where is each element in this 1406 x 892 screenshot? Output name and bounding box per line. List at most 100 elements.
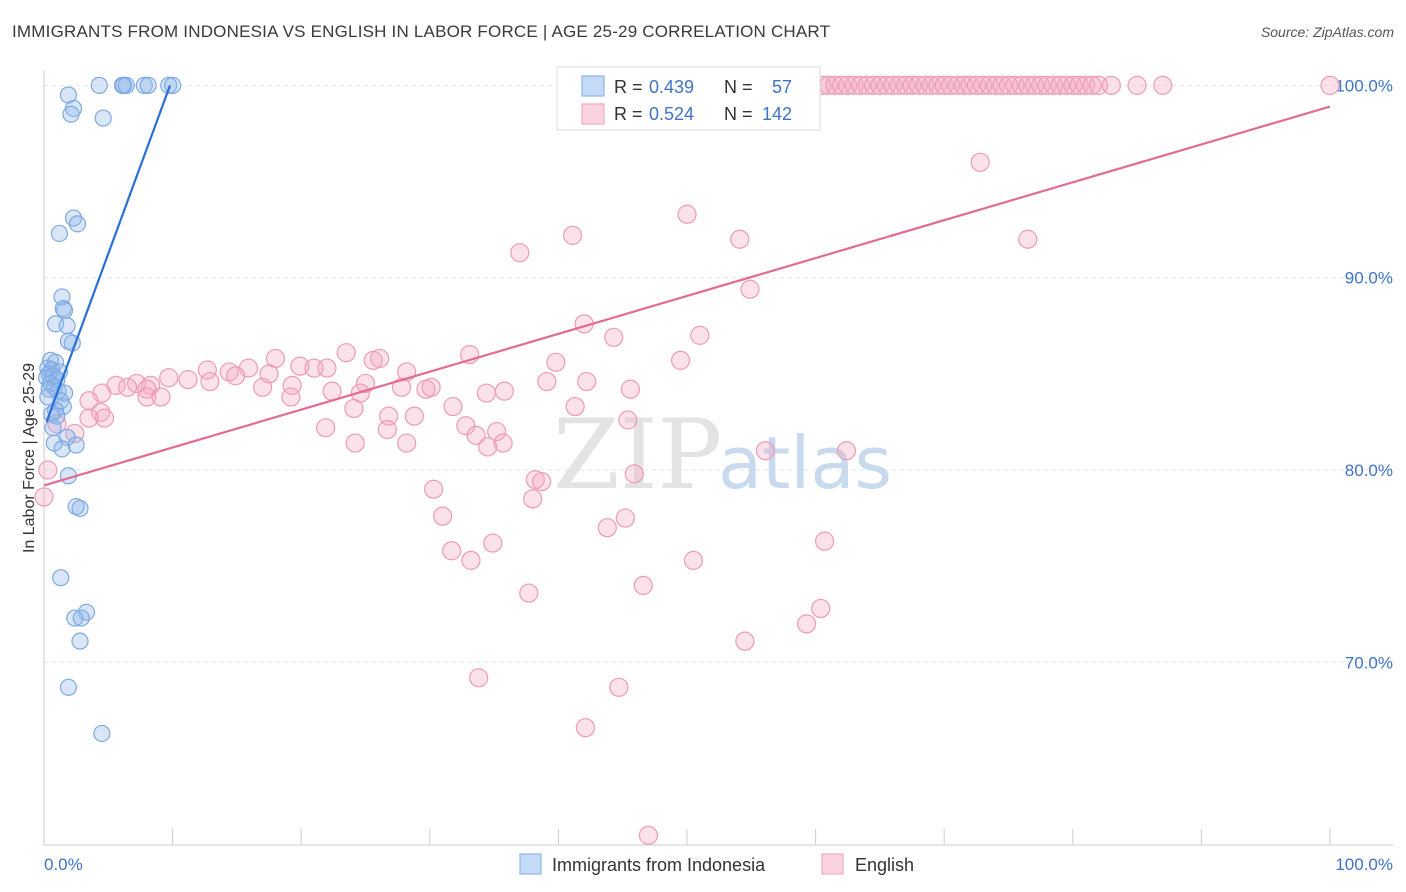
point-english-134 [442, 541, 462, 561]
point-english-48 [970, 152, 990, 172]
point-english-114 [487, 421, 507, 442]
point-english-74 [159, 368, 179, 388]
point-english-72 [226, 366, 246, 386]
point-indonesia-13 [68, 215, 87, 233]
point-english-131 [597, 518, 617, 538]
watermark-atlas: atlas [718, 421, 892, 505]
point-english-127 [34, 487, 54, 507]
legend-r-value-1: 0.439 [649, 77, 694, 97]
point-english-88 [253, 377, 273, 397]
legend-n-label-1: N = [724, 77, 753, 97]
point-english-53 [510, 243, 530, 263]
point-indonesia-49 [71, 499, 89, 518]
point-indonesia-55 [59, 678, 78, 696]
point-english-85 [537, 371, 557, 392]
stats-legend: R = 0.439 N = 57 R = 0.524 N = 142 [556, 66, 821, 131]
y-tick-label-70: 70.0% [1345, 653, 1393, 672]
point-english-141 [735, 631, 755, 651]
point-indonesia-56 [93, 724, 111, 743]
point-english-96 [137, 387, 157, 407]
point-indonesia-53 [72, 609, 90, 627]
point-english-125 [532, 471, 552, 492]
point-english-57 [690, 325, 710, 345]
x-tick-label-max: 100.0% [1335, 855, 1393, 874]
point-english-145 [638, 825, 659, 845]
point-english-116 [397, 433, 417, 453]
point-english-108 [618, 410, 638, 430]
series-legend: Immigrants from Indonesia English [519, 853, 914, 875]
point-english-47 [1320, 75, 1340, 95]
series-legend-label-english: English [855, 855, 914, 875]
point-english-86 [577, 371, 597, 392]
point-english-118 [345, 433, 365, 453]
point-english-56 [604, 327, 624, 347]
data-points [34, 75, 1340, 845]
point-english-82 [355, 373, 376, 394]
point-english-68 [317, 358, 337, 378]
point-indonesia-14 [50, 224, 69, 243]
series-legend-swatch-english [821, 853, 844, 875]
point-english-100 [443, 396, 463, 417]
point-english-104 [94, 408, 115, 428]
legend-r-label-1: R = [614, 77, 643, 97]
point-english-105 [79, 408, 99, 428]
legend-n-label-2: N = [724, 104, 753, 124]
point-english-111 [316, 418, 336, 438]
trend-lines [43, 85, 1331, 487]
point-english-54 [740, 279, 760, 299]
point-english-89 [322, 381, 342, 401]
point-english-142 [469, 668, 489, 688]
point-indonesia-4 [135, 76, 153, 94]
point-english-133 [815, 531, 835, 551]
point-english-128 [523, 489, 543, 509]
legend-r-label-2: R = [614, 104, 643, 124]
point-english-98 [281, 387, 301, 407]
point-english-52 [1018, 229, 1038, 249]
x-tick-label-min: 0.0% [44, 855, 83, 874]
point-english-93 [494, 381, 514, 401]
point-english-101 [344, 398, 364, 419]
point-english-123 [624, 464, 644, 484]
point-english-129 [433, 506, 453, 526]
point-english-122 [38, 460, 58, 480]
point-indonesia-0 [90, 76, 108, 94]
point-english-94 [620, 379, 641, 399]
point-english-51 [730, 229, 750, 249]
point-english-120 [755, 441, 776, 461]
trend-line-english [43, 105, 1331, 487]
legend-swatch-pink [581, 103, 605, 125]
point-english-144 [575, 718, 596, 738]
point-indonesia-46 [53, 440, 71, 458]
legend-swatch-blue [581, 75, 605, 97]
chart-title: IMMIGRANTS FROM INDONESIA VS ENGLISH IN … [12, 22, 831, 41]
point-indonesia-10 [62, 105, 80, 123]
point-english-83 [391, 377, 412, 397]
y-tick-label-80: 80.0% [1345, 461, 1393, 480]
point-english-79 [117, 377, 138, 397]
source-label: Source: ZipAtlas.com [1260, 24, 1394, 40]
point-english-69 [197, 360, 217, 380]
point-english-115 [466, 425, 486, 445]
trend-line-indonesia [45, 85, 172, 423]
point-english-126 [424, 479, 444, 499]
point-english-99 [79, 391, 99, 411]
point-english-46 [1153, 75, 1173, 95]
point-english-135 [461, 550, 481, 570]
x-axis-ticks [172, 829, 1331, 845]
point-english-61 [370, 348, 390, 369]
point-indonesia-45 [67, 436, 85, 454]
point-english-63 [670, 350, 691, 370]
y-tick-label-100: 100.0% [1335, 76, 1393, 95]
point-english-97 [151, 387, 171, 407]
point-english-138 [519, 583, 539, 603]
legend-r-value-2: 0.524 [649, 104, 694, 124]
y-tick-label-90: 90.0% [1345, 269, 1393, 288]
point-english-92 [476, 383, 496, 403]
y-axis-tick-labels: 70.0% 80.0% 90.0% 100.0% [1335, 76, 1393, 672]
series-legend-swatch-indonesia [519, 853, 542, 875]
point-english-143 [609, 677, 629, 697]
point-english-76 [200, 371, 220, 392]
point-english-58 [336, 343, 356, 363]
point-indonesia-19 [58, 317, 76, 335]
